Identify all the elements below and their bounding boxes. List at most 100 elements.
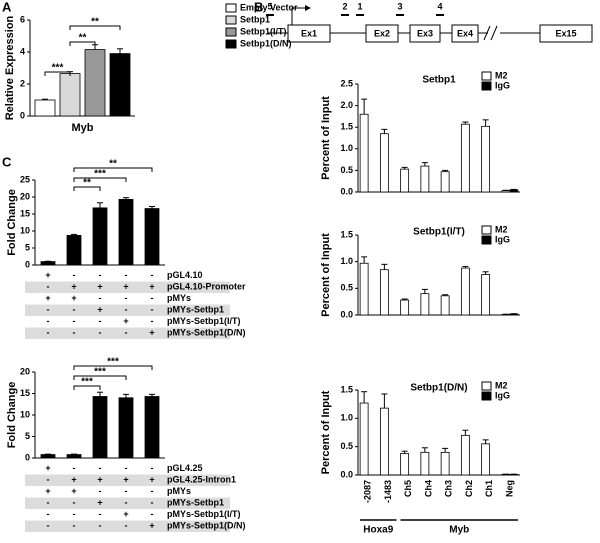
significance-label: ** — [91, 17, 99, 28]
bar — [66, 235, 82, 266]
significance-label: *** — [94, 169, 106, 180]
y-tick-label: 2.5 — [340, 78, 353, 88]
bar — [40, 454, 56, 459]
table-cell: - — [47, 316, 50, 326]
y-tick-label: 15 — [20, 388, 30, 398]
bar — [481, 125, 491, 193]
y-tick-label: 6 — [20, 14, 25, 24]
y-tick-label: 1.0 — [340, 413, 353, 423]
bar — [420, 165, 430, 193]
y-tick-label: 0.0 — [340, 309, 353, 319]
table-cell: + — [45, 463, 50, 473]
table-cell: - — [47, 498, 50, 508]
y-tick-label: 2 — [20, 78, 25, 88]
significance-bracket — [73, 177, 127, 182]
significance-label: *** — [81, 377, 93, 388]
break-mark — [483, 25, 491, 41]
panel-label: A — [2, 0, 12, 14]
exon-label: Ex2 — [374, 28, 390, 38]
table-cell: + — [97, 305, 102, 315]
bar — [509, 189, 519, 193]
table-row-label: pMYs-Setbp1(I/T) — [167, 316, 241, 326]
legend-label: IgG — [495, 234, 510, 244]
y-tick-label: 4 — [20, 46, 25, 56]
table-cell: - — [47, 521, 50, 531]
bar — [118, 198, 134, 266]
bar — [144, 396, 160, 459]
legend-swatch — [225, 3, 237, 13]
bar — [460, 434, 470, 476]
table-cell: - — [73, 316, 76, 326]
chart-title: Setbp1 — [422, 75, 456, 86]
significance-bracket — [69, 25, 121, 30]
significance-label: ** — [109, 159, 117, 170]
primer-label: 1 — [357, 1, 362, 11]
table-cell: + — [45, 270, 50, 280]
significance-bracket — [44, 71, 71, 76]
y-tick-label: 0.5 — [340, 283, 353, 293]
table-cell: - — [73, 305, 76, 315]
table-cell: + — [149, 475, 154, 485]
legend-swatch — [481, 235, 492, 245]
x-tick-label: -1483 — [383, 480, 393, 503]
y-tick-label: 1.5 — [340, 384, 353, 394]
table-cell: + — [149, 328, 154, 338]
x-tick-label: Neg — [504, 480, 514, 497]
group-label: Myb — [449, 525, 469, 536]
legend-swatch — [225, 27, 237, 37]
table-cell: - — [125, 486, 128, 496]
y-tick-label: 5 — [25, 431, 30, 441]
bar — [460, 123, 470, 193]
y-axis-label: Percent of Input — [320, 233, 332, 317]
table-cell: - — [125, 498, 128, 508]
table-cell: - — [99, 316, 102, 326]
table-row-label: pGL4.10-Promoter — [167, 282, 246, 292]
bar — [34, 99, 56, 117]
y-tick-label: 10 — [20, 225, 30, 235]
bar — [400, 453, 410, 476]
table-cell: - — [73, 270, 76, 280]
y-axis-label: Relative Expression — [4, 15, 16, 120]
y-tick-label: 0.5 — [340, 165, 353, 175]
break-mark — [490, 25, 498, 41]
table-cell: - — [125, 463, 128, 473]
table-cell: - — [99, 521, 102, 531]
significance-label: ** — [83, 178, 91, 189]
significance-bracket — [73, 375, 127, 380]
x-tick-label: Ch4 — [423, 480, 433, 497]
table-row-label: pMYs-Setbp1 — [167, 498, 224, 508]
legend-label: Setbp1(I/T) — [240, 26, 287, 36]
table-cell: - — [125, 270, 128, 280]
table-cell: + — [149, 282, 154, 292]
y-tick-label: 20 — [20, 366, 30, 376]
table-row-label: pMYs-Setbp1(D/N) — [167, 328, 246, 338]
table-cell: - — [151, 463, 154, 473]
y-tick-label: 15 — [20, 208, 30, 218]
bar — [440, 451, 450, 476]
bar — [460, 267, 470, 316]
y-tick-label: 0.0 — [340, 469, 353, 479]
table-cell: + — [149, 521, 154, 531]
table-cell: - — [151, 498, 154, 508]
y-tick-label: 1.5 — [340, 229, 353, 239]
table-cell: - — [99, 486, 102, 496]
y-tick-label: 0 — [25, 452, 30, 462]
table-cell: + — [71, 486, 76, 496]
y-axis-label: Percent of Input — [320, 390, 332, 474]
y-tick-label: 0.5 — [340, 441, 353, 451]
bar — [84, 49, 106, 117]
primer-label: 4 — [437, 1, 442, 11]
bar — [420, 451, 430, 476]
bar — [400, 299, 410, 316]
table-cell: - — [47, 475, 50, 485]
bar — [359, 402, 369, 476]
bar — [379, 407, 389, 476]
significance-label: *** — [52, 63, 64, 74]
y-tick-label: 1.5 — [340, 122, 353, 132]
x-tick-label: Myb — [72, 122, 94, 134]
table-cell: - — [151, 486, 154, 496]
table-cell: - — [125, 293, 128, 303]
y-tick-label: 0.0 — [340, 186, 353, 196]
bar — [481, 274, 491, 316]
table-row-label: pMYs-Setbp1(I/T) — [167, 509, 241, 519]
